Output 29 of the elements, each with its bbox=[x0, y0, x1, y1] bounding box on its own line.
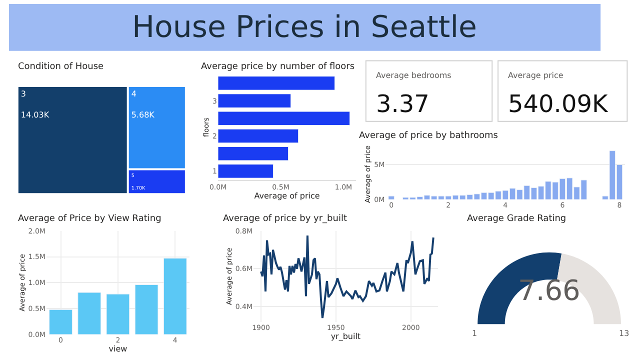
text: 13 bbox=[619, 329, 630, 338]
chart-title: Average Grade Rating bbox=[467, 214, 566, 224]
category-label: 4 bbox=[131, 89, 136, 98]
x-axis-title: Average of price bbox=[254, 192, 320, 200]
x-axis-title: yr_built bbox=[330, 332, 361, 341]
data-label: 5.68K bbox=[131, 110, 156, 120]
text: 1 bbox=[472, 329, 478, 338]
x-axis-title: view bbox=[108, 344, 128, 354]
text: House Prices in Seattle bbox=[132, 10, 477, 45]
text: Average bedrooms bbox=[376, 71, 452, 80]
chart-title: Average of price by yr_built bbox=[223, 214, 348, 224]
text: 7.66 bbox=[518, 274, 580, 307]
text: 540.09K bbox=[508, 90, 609, 118]
chart-title: Average of price by bathrooms bbox=[359, 131, 498, 141]
data-label: 14.03K bbox=[20, 110, 50, 120]
line-series bbox=[260, 234, 434, 319]
category-label: 3 bbox=[20, 89, 26, 98]
bar bbox=[218, 128, 299, 144]
bar bbox=[218, 146, 289, 161]
chart-title: Average price by number of floors bbox=[201, 62, 355, 72]
bar bbox=[218, 164, 274, 178]
chart-title: Average of Price by View Rating bbox=[18, 214, 162, 224]
text: Condition of House bbox=[18, 62, 104, 72]
text: Average price bbox=[508, 71, 564, 80]
bar bbox=[218, 94, 292, 108]
bar bbox=[218, 76, 335, 90]
bar bbox=[218, 111, 350, 126]
text: 3.37 bbox=[376, 90, 430, 118]
bar bbox=[388, 196, 394, 200]
